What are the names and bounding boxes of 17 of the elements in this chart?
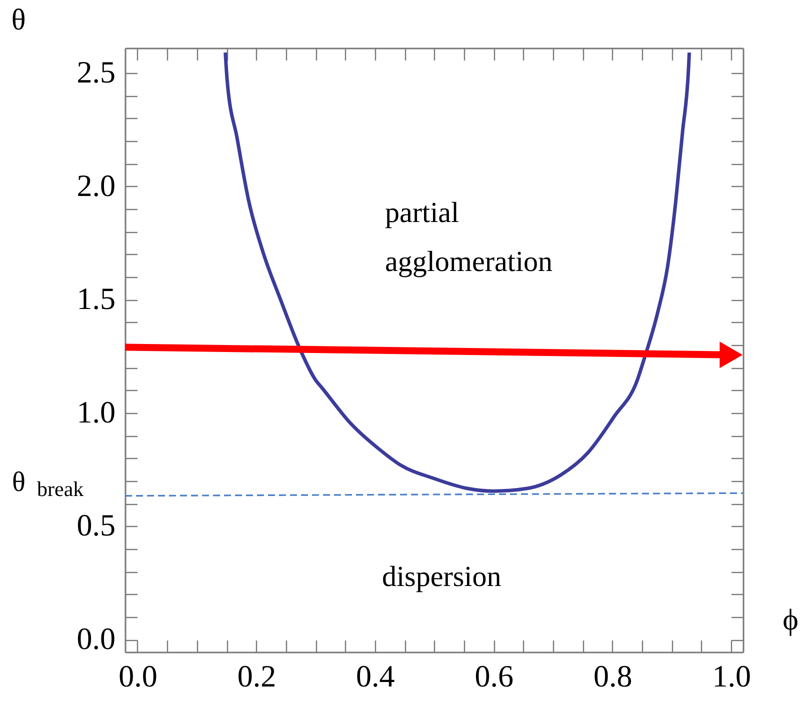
y-tick-label: 1.0 [76,394,116,430]
y-tick-label: 2.5 [76,54,116,90]
annotation: dispersion [382,561,502,593]
annotation: partial agglomeration [385,197,553,278]
y-tick-label: 0.5 [76,508,116,543]
x-tick-label: 0.6 [474,658,514,694]
x-tick-label: 0.0 [118,658,158,694]
x-tick-label: 0.8 [594,658,632,694]
x-tick-label: 0.4 [356,658,396,694]
y-axis-title: θ [11,4,26,36]
y-tick-label: 0.0 [76,621,116,656]
x-tick-label: 1.0 [712,658,751,694]
y-tick-label: 2.0 [76,168,116,203]
x-tick-label: 0.2 [237,658,276,694]
y-tick-label: 1.5 [76,281,116,316]
line-series [224,50,692,493]
x-axis-title: ϕ [782,604,798,636]
